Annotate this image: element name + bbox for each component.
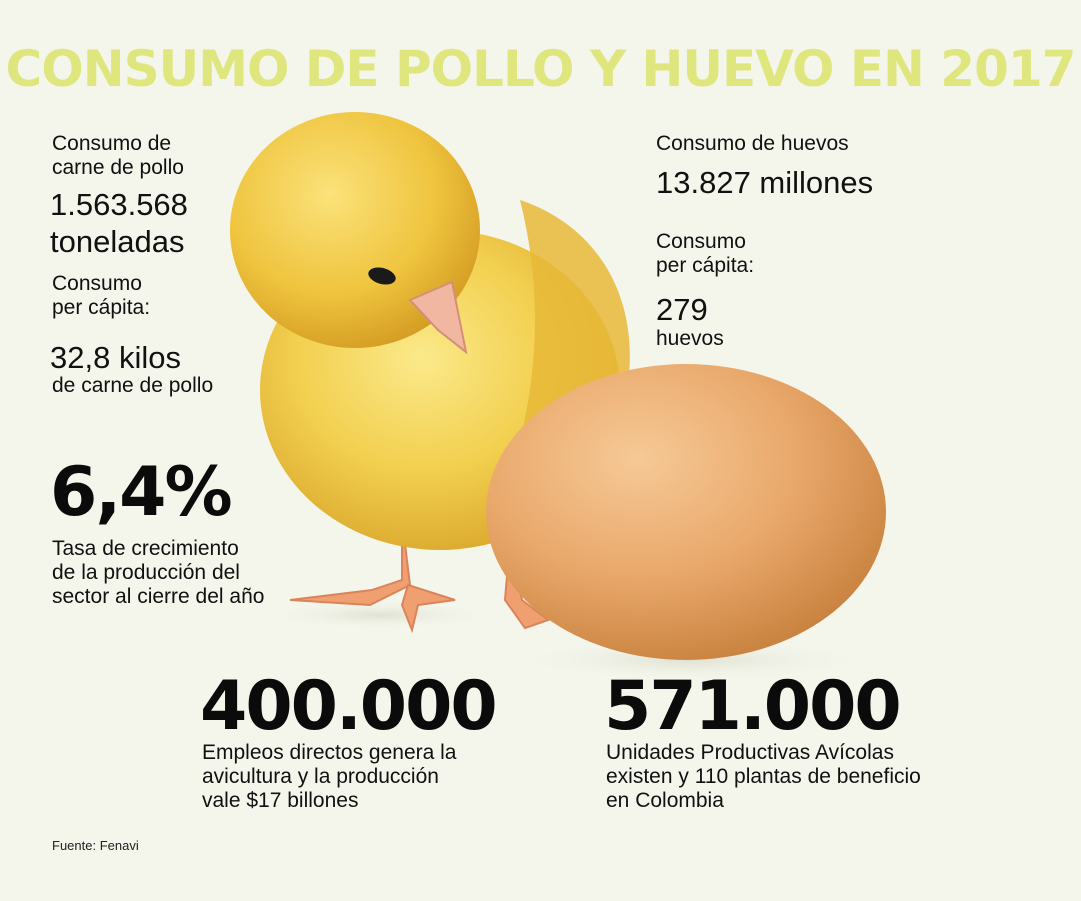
egg-shadow	[500, 638, 880, 682]
chicken-percapita-label-line1: Consumo	[52, 272, 142, 295]
chicken-consumption-unit: toneladas	[50, 224, 185, 259]
egg-percapita-label-line2: per cápita:	[656, 254, 755, 277]
growth-rate-desc-line2: de la producción del	[52, 561, 240, 584]
productive-units-desc-line2: existen y 110 plantas de beneficio	[606, 765, 921, 788]
egg	[486, 364, 886, 660]
chick-head	[230, 112, 480, 348]
chicken-percapita-unit: de carne de pollo	[52, 374, 214, 397]
jobs-value: 400.000	[200, 667, 498, 746]
chicken-consumption-label-line2: carne de pollo	[52, 156, 184, 179]
growth-rate-desc-line1: Tasa de crecimiento	[52, 537, 239, 560]
chicken-consumption-label-line1: Consumo de	[52, 132, 172, 155]
chicken-percapita-label-line2: per cápita:	[52, 296, 151, 319]
egg-consumption-label: Consumo de huevos	[656, 132, 849, 155]
egg-percapita-label-line1: Consumo	[656, 230, 746, 253]
chicken-percapita-value: 32,8 kilos	[50, 340, 181, 375]
growth-rate-desc-line3: sector al cierre del año	[52, 585, 265, 608]
egg-consumption-value: 13.827 millones	[656, 165, 874, 200]
chick-eye	[368, 267, 396, 285]
chick-shadow	[260, 600, 500, 630]
productive-units-desc-line3: en Colombia	[606, 789, 724, 812]
productive-units-desc-line1: Unidades Productivas Avícolas	[606, 741, 894, 764]
egg-percapita-value: 279	[656, 292, 708, 327]
chick-beak	[408, 280, 468, 355]
source-note: Fuente: Fenavi	[52, 838, 139, 853]
growth-rate-value: 6,4%	[50, 453, 233, 532]
productive-units-value: 571.000	[604, 667, 902, 746]
jobs-desc-line1: Empleos directos genera la	[202, 741, 457, 764]
chicken-consumption-value: 1.563.568	[50, 187, 188, 222]
page-title: CONSUMO DE POLLO Y HUEVO EN 2017	[5, 40, 1077, 98]
egg-percapita-unit: huevos	[656, 327, 724, 350]
jobs-desc-line3: vale $17 billones	[202, 789, 359, 812]
jobs-desc-line2: avicultura y la producción	[202, 765, 439, 788]
